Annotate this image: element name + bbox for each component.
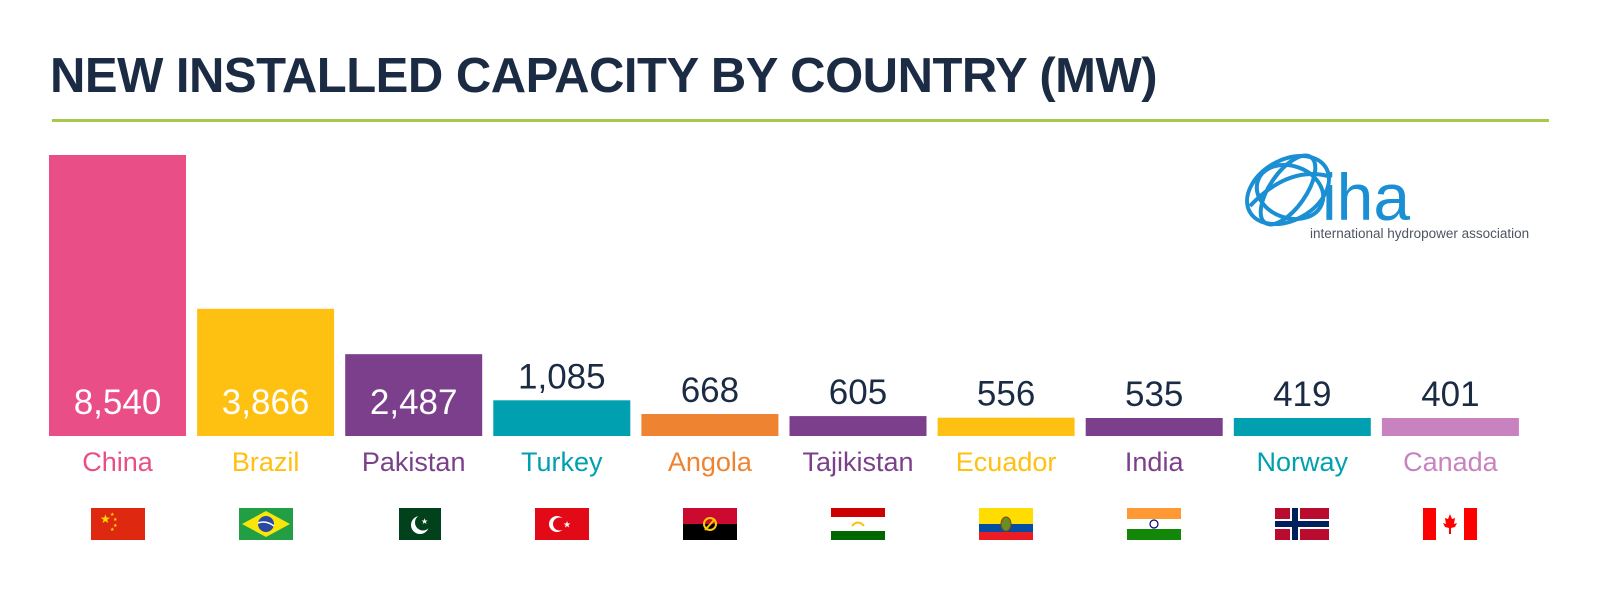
svg-text:★: ★ xyxy=(113,517,118,523)
category-label: Pakistan xyxy=(362,447,466,477)
svg-text:★: ★ xyxy=(563,520,571,530)
logo-wordmark: iha xyxy=(1322,160,1410,234)
globe-swirl-icon xyxy=(1245,153,1331,227)
ecuador-flag-icon xyxy=(979,508,1034,540)
value-label: 401 xyxy=(1421,375,1479,414)
bar-norway xyxy=(1233,418,1371,436)
value-label: 3,866 xyxy=(222,383,310,422)
svg-text:★: ★ xyxy=(100,512,111,526)
svg-text:★: ★ xyxy=(110,527,115,533)
value-label: 668 xyxy=(681,371,739,410)
bar-angola xyxy=(641,414,779,436)
bar-china xyxy=(49,155,186,436)
value-label: 8,540 xyxy=(74,383,162,422)
bar-india xyxy=(1085,418,1223,436)
india-flag-icon xyxy=(1127,508,1182,540)
value-label: 2,487 xyxy=(370,383,458,422)
category-label: India xyxy=(1125,447,1185,477)
iha-logo: iha international hydropower association xyxy=(1236,146,1556,246)
norway-flag-icon xyxy=(1275,508,1330,540)
svg-text:★: ★ xyxy=(110,512,115,518)
svg-text:★: ★ xyxy=(421,517,428,526)
value-label: 556 xyxy=(977,375,1035,414)
angola-flag-icon xyxy=(682,508,737,540)
category-label: Turkey xyxy=(521,447,603,477)
chart-title: NEW INSTALLED CAPACITY BY COUNTRY (MW) xyxy=(50,49,1158,103)
title-divider xyxy=(52,119,1549,122)
category-label: Norway xyxy=(1257,447,1349,477)
logo-tagline: international hydropower association xyxy=(1310,226,1529,241)
category-label: Angola xyxy=(668,447,753,477)
canada-flag-icon xyxy=(1423,508,1478,540)
brazil-flag-icon xyxy=(238,508,293,540)
value-label: 1,085 xyxy=(518,357,606,396)
bar-canada xyxy=(1381,418,1519,436)
pakistan-flag-icon: ★ xyxy=(386,508,441,540)
value-label: 605 xyxy=(829,373,887,412)
bar-turkey xyxy=(493,400,631,436)
category-label: Ecuador xyxy=(956,447,1057,477)
china-flag-icon: ★ ★ ★ ★ ★ xyxy=(90,508,145,540)
value-label: 419 xyxy=(1273,375,1331,414)
bar-ecuador xyxy=(937,417,1075,436)
bar-tajikistan xyxy=(789,416,927,436)
svg-text:★: ★ xyxy=(113,523,118,529)
category-label: Tajikistan xyxy=(802,447,913,477)
bar-brazil xyxy=(197,308,335,436)
category-label: China xyxy=(82,447,154,477)
tajikistan-flag-icon xyxy=(831,508,885,540)
category-label: Brazil xyxy=(232,447,300,477)
category-label: Canada xyxy=(1403,447,1499,477)
turkey-flag-icon: ★ xyxy=(534,508,589,540)
value-label: 535 xyxy=(1125,375,1183,414)
bar-pakistan xyxy=(345,354,483,436)
